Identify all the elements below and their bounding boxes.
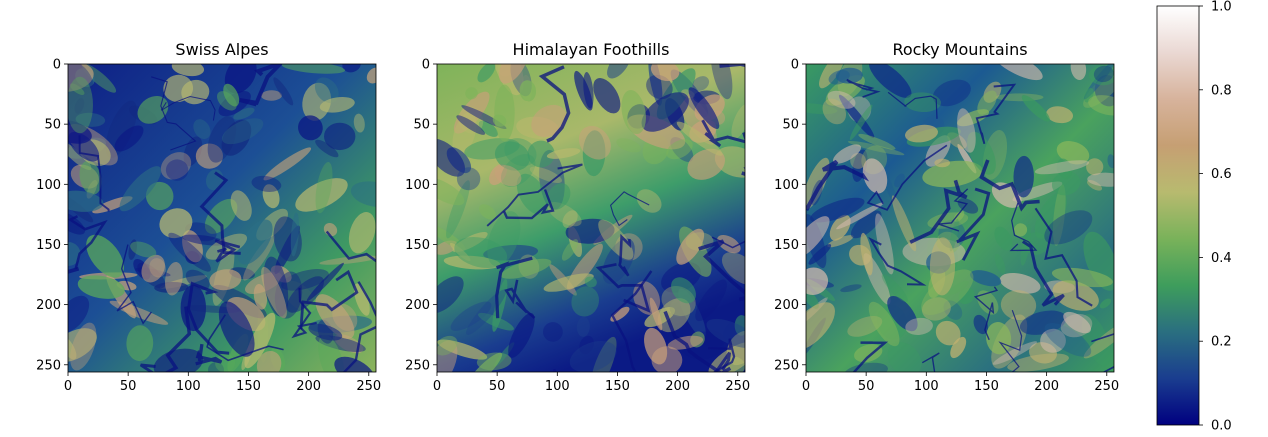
x-tick-label: 150 (236, 379, 261, 394)
x-tick-label: 50 (489, 379, 506, 394)
heatmap-image (68, 64, 376, 372)
colorbar-tick-label: 1.0 (1211, 0, 1232, 15)
y-tick-label: 50 (44, 118, 61, 133)
y-tick-label: 50 (782, 118, 799, 133)
x-tick-label: 250 (356, 379, 381, 394)
x-tick-label: 50 (858, 379, 875, 394)
x-tick-label: 200 (296, 379, 321, 394)
x-tick-label: 150 (605, 379, 630, 394)
y-tick-label: 200 (36, 298, 61, 313)
x-tick-label: 100 (176, 379, 201, 394)
y-tick-label: 100 (36, 178, 61, 193)
x-tick-label: 0 (433, 379, 441, 394)
y-tick-label: 250 (774, 358, 799, 373)
x-tick-label: 250 (725, 379, 750, 394)
x-tick-label: 0 (64, 379, 72, 394)
y-tick-label: 0 (53, 58, 61, 73)
colorbar-tick-label: 0.8 (1211, 83, 1232, 98)
y-tick-label: 150 (774, 238, 799, 253)
y-tick-label: 100 (405, 178, 430, 193)
x-tick-label: 250 (1094, 379, 1119, 394)
y-tick-label: 150 (36, 238, 61, 253)
axes-frame (436, 63, 746, 373)
colorbar-tick-label: 0.2 (1211, 335, 1232, 350)
panel-title: Rocky Mountains (892, 40, 1027, 59)
heatmap-image (806, 64, 1114, 372)
x-tick-label: 50 (120, 379, 137, 394)
y-tick-label: 250 (405, 358, 430, 373)
colorbar-tick-label: 0.0 (1211, 419, 1232, 434)
x-tick-label: 200 (665, 379, 690, 394)
x-tick-label: 0 (802, 379, 810, 394)
y-tick-label: 200 (774, 298, 799, 313)
x-tick-label: 150 (974, 379, 999, 394)
heatmap-image (437, 64, 745, 372)
colorbar: 0.0 0.2 0.4 0.6 0.8 1.0 (1156, 0, 1232, 434)
y-tick-label: 250 (36, 358, 61, 373)
panel-title: Himalayan Foothills (513, 40, 670, 59)
y-tick-label: 150 (405, 238, 430, 253)
colorbar-gradient (1156, 5, 1200, 426)
x-tick-label: 100 (914, 379, 939, 394)
y-tick-label: 0 (422, 58, 430, 73)
y-tick-label: 100 (774, 178, 799, 193)
y-tick-label: 0 (791, 58, 799, 73)
x-tick-label: 200 (1034, 379, 1059, 394)
y-tick-label: 50 (413, 118, 430, 133)
panel-title: Swiss Alpes (175, 40, 268, 59)
colorbar-tick-label: 0.4 (1211, 251, 1232, 266)
axes-frame (805, 63, 1115, 373)
x-tick-label: 100 (545, 379, 570, 394)
y-tick-label: 200 (405, 298, 430, 313)
colorbar-tick-label: 0.6 (1211, 167, 1232, 182)
axes-frame (67, 63, 377, 373)
